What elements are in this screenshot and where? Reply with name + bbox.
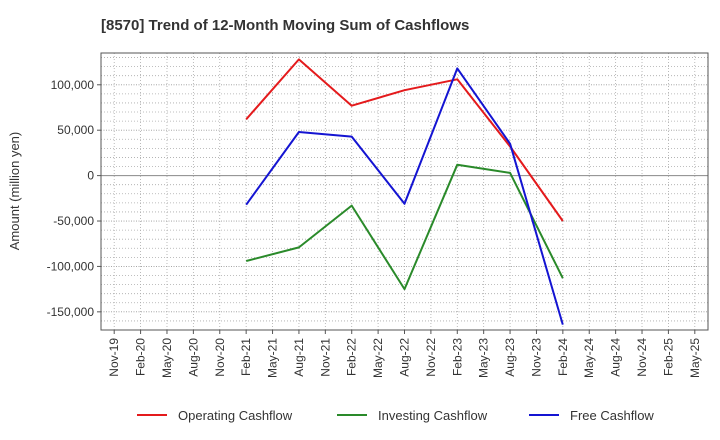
x-tick-label: May-23 [477, 338, 491, 378]
legend: Operating Cashflow Investing Cashflow Free… [137, 408, 654, 423]
x-tick-label: Aug-24 [609, 338, 623, 377]
x-tick-labels: Nov-19 Feb-20 May-20 Aug-20 Nov-20 Feb-21 May-… [107, 330, 702, 378]
grid [101, 53, 708, 331]
x-tick-label: Feb-23 [450, 338, 464, 376]
x-tick-label: Feb-21 [239, 338, 253, 376]
y-tick-labels: 100,000 50,000 0 -50,000 -100,000 -150,000 [47, 78, 101, 319]
x-tick-label: Nov-23 [529, 338, 543, 377]
x-tick-label: Nov-19 [107, 338, 121, 377]
x-tick-label: Aug-21 [292, 338, 306, 377]
x-tick-label: Nov-20 [213, 338, 227, 377]
series-line-investing-cashflow [245, 163, 564, 291]
legend-label-free-cashflow: Free Cashflow [570, 408, 654, 423]
series-lines [245, 58, 564, 325]
x-tick-label: May-20 [160, 338, 174, 378]
x-tick-label: May-25 [688, 338, 702, 378]
x-tick-label: Aug-20 [186, 338, 200, 377]
x-tick-label: Feb-22 [345, 338, 359, 376]
x-tick-label: May-21 [266, 338, 280, 378]
legend-label-operating-cashflow: Operating Cashflow [178, 408, 293, 423]
y-tick-label: -100,000 [47, 259, 95, 273]
series-line-free-cashflow [245, 67, 564, 325]
x-tick-label: May-24 [582, 338, 596, 378]
x-tick-label: Nov-22 [424, 338, 438, 377]
y-tick-label: 50,000 [57, 123, 94, 137]
x-tick-label: Aug-22 [398, 338, 412, 377]
legend-label-investing-cashflow: Investing Cashflow [378, 408, 488, 423]
x-tick-label: May-22 [371, 338, 385, 378]
y-tick-label: -50,000 [53, 214, 94, 228]
x-tick-label: Nov-24 [635, 338, 649, 377]
x-tick-label: Aug-23 [503, 338, 517, 377]
x-tick-label: Feb-25 [661, 338, 675, 376]
x-tick-label: Feb-24 [556, 338, 570, 376]
x-tick-label: Nov-21 [318, 338, 332, 377]
x-tick-label: Feb-20 [134, 338, 148, 376]
y-axis-title: Amount (million yen) [7, 132, 22, 251]
y-tick-label: 0 [87, 169, 94, 183]
y-tick-label: -150,000 [47, 305, 95, 319]
y-tick-label: 100,000 [51, 78, 95, 92]
chart-title: [8570] Trend of 12-Month Moving Sum of C… [101, 17, 469, 34]
